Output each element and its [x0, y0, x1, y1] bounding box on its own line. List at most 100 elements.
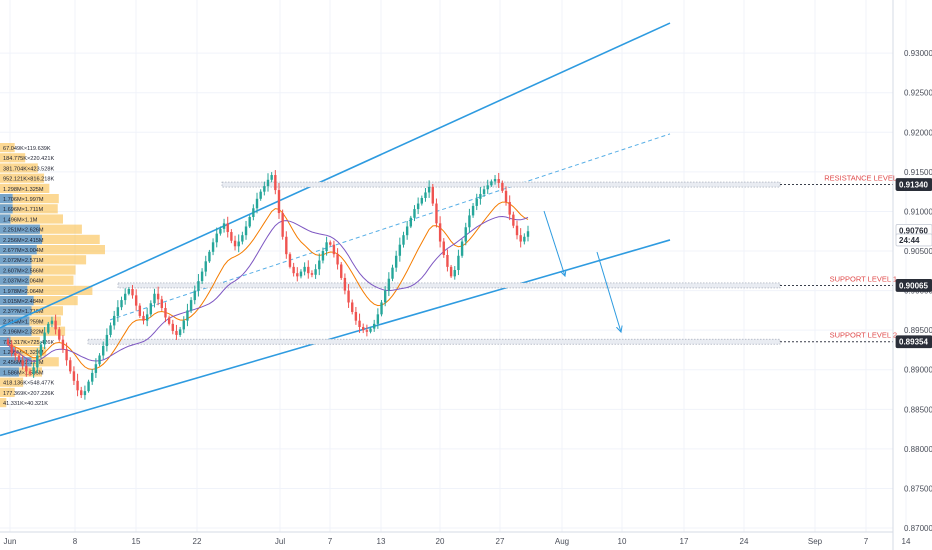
candle-body — [149, 303, 153, 315]
volume-profile-bar — [0, 234, 100, 244]
level-zone[interactable] — [87, 338, 781, 345]
volume-profile-bar-buy — [0, 245, 37, 255]
volume-profile-bar — [0, 367, 42, 377]
price-tag-box — [895, 233, 932, 247]
trend-channel[interactable] — [0, 22, 671, 437]
time-tick-label: 14 — [902, 537, 911, 546]
candle-body — [431, 186, 434, 204]
volume-profile-bar — [0, 143, 15, 153]
candle-body — [292, 266, 295, 274]
volume-profile-bar — [0, 163, 38, 173]
price-axis[interactable]: 0.93000 0.92500 0.92000 0.91500 0.91000 0.905… — [892, 0, 932, 550]
volume-profile-bar — [0, 398, 7, 408]
projection-arrows[interactable] — [543, 210, 621, 332]
candle-body — [109, 325, 112, 335]
channel-lower-line[interactable] — [0, 239, 671, 437]
candle-body — [244, 226, 248, 236]
candle-body — [215, 233, 218, 243]
price-tick-label: 0.92000 — [904, 128, 932, 137]
price-tag-box — [895, 335, 932, 349]
volume-profile-bar — [0, 153, 26, 163]
candle-body — [457, 255, 460, 271]
candle-body — [285, 236, 288, 255]
level-zone[interactable] — [221, 181, 781, 188]
candle-body — [325, 242, 328, 252]
candle-body — [512, 214, 515, 226]
candle-body — [36, 355, 39, 368]
volume-profile-bar-buy — [0, 275, 30, 285]
volume-profile-bar-buy — [0, 224, 40, 234]
candle-body — [479, 194, 482, 199]
volume-profile-bar — [0, 224, 82, 234]
projection-arrow-2[interactable] — [596, 251, 621, 332]
volume-profile-label: 177.369K×207.226K — [3, 391, 54, 397]
projection-arrow-1[interactable] — [543, 210, 565, 276]
candle-body — [69, 360, 72, 372]
price-tag-label: 0.91340 — [899, 181, 928, 190]
candle-body — [116, 307, 120, 316]
volume-profile-label: 2.314M×1.?59M — [3, 319, 44, 325]
candle-body — [391, 267, 394, 279]
time-axis[interactable]: Jun 8 15 22 Jul 7 13 20 27 Aug 10 17 24 Sep 7 14 — [0, 531, 911, 546]
candle-body — [259, 191, 262, 199]
candle-body — [405, 226, 409, 236]
volume-profile-label: 1.295M×1.329M — [3, 350, 44, 356]
price-tag-box — [895, 178, 932, 191]
volume-profile-bar — [0, 204, 58, 214]
candle-body — [178, 329, 182, 335]
price-tag-box — [895, 279, 932, 292]
candle-body — [409, 217, 413, 227]
candle-body — [523, 236, 526, 242]
price-tick-label: 0.92500 — [904, 89, 932, 98]
candle-body — [362, 327, 365, 331]
price-tick-label: 0.87000 — [904, 524, 932, 533]
candle-body — [28, 371, 32, 374]
volume-profile: 67.049K×119.639K 184.775K×220.421K 381.704… — [0, 143, 105, 408]
candle-body — [424, 192, 427, 198]
candle-body — [156, 293, 160, 300]
price-tick-label: 0.88500 — [904, 405, 932, 414]
candle-body — [10, 344, 13, 354]
candle-body — [252, 208, 255, 217]
candle-body — [83, 391, 87, 396]
candle-body — [310, 273, 314, 275]
price-tag-label: 0.89354 — [899, 338, 928, 347]
volume-profile-bar-buy — [0, 357, 32, 367]
volume-profile-label: 2.251M×2.626M — [3, 228, 44, 234]
candle-body — [241, 235, 244, 242]
volume-profile-label: 1.706M×1.997M — [3, 197, 44, 203]
volume-profile-bar-buy — [0, 296, 34, 306]
candle-body — [372, 323, 376, 329]
volume-profile-bar-buy — [0, 255, 32, 265]
price-tag-label: 0.90065 — [899, 281, 928, 290]
horizontal-levels[interactable]: RESISTANCE LEVEL SUPPORT LEVEL 1 SUPPORT L… — [87, 174, 897, 345]
candle-body — [54, 320, 57, 330]
price-tag-label: 24:44 — [899, 236, 920, 245]
candle-body — [402, 235, 405, 245]
candle-body — [464, 227, 467, 242]
candle-body — [226, 223, 229, 233]
candle-body — [47, 323, 50, 333]
candle-body — [43, 332, 46, 345]
volume-profile-bar — [0, 245, 105, 255]
candle-body — [340, 264, 343, 278]
channel-mid-line[interactable] — [109, 133, 671, 321]
candlesticks — [6, 170, 530, 400]
price-tick-label: 0.89000 — [904, 366, 932, 375]
candle-body — [200, 271, 204, 282]
volume-profile-bar — [0, 275, 74, 285]
candle-body — [482, 189, 486, 195]
volume-profile-bar — [0, 296, 78, 306]
volume-profile-label: 738.317K×725.426K — [3, 340, 54, 346]
candle-body — [296, 273, 299, 277]
level-zone[interactable] — [117, 282, 781, 289]
sma-line — [7, 215, 529, 362]
channel-upper-line[interactable] — [0, 22, 671, 329]
time-tick-label: 20 — [436, 537, 445, 546]
volume-profile-label: 2.6?7M×3.004M — [3, 248, 44, 254]
volume-profile-label: 184.775K×220.421K — [3, 156, 54, 162]
volume-profile-bar-buy — [0, 326, 32, 336]
volume-profile-bar — [0, 255, 87, 265]
candle-body — [61, 339, 65, 350]
